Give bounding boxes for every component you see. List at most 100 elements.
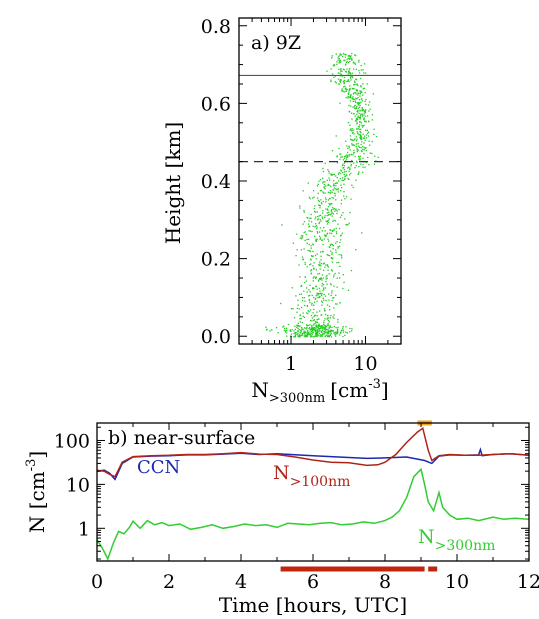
scatter-point (324, 330, 326, 333)
scatter-point (336, 241, 338, 243)
scatter-point (300, 329, 302, 332)
scatter-point (342, 171, 344, 174)
scatter-point (331, 261, 333, 263)
scatter-point (305, 287, 308, 289)
scatter-point (323, 238, 325, 240)
scatter-point (358, 99, 361, 101)
scatter-point (324, 318, 326, 320)
scatter-point (319, 214, 322, 216)
scatter-point (348, 71, 350, 73)
scatter-point (361, 107, 363, 109)
scatter-point (324, 192, 326, 194)
scatter-point (363, 109, 365, 112)
scatter-point (345, 54, 347, 56)
scatter-point (322, 325, 324, 327)
scatter-point (326, 332, 329, 334)
scatter-point (323, 293, 325, 295)
scatter-point (354, 54, 356, 56)
scatter-point (356, 90, 358, 92)
scatter-point (265, 326, 267, 328)
scatter-point (309, 327, 311, 329)
scatter-point (354, 167, 356, 169)
scatter-point (332, 65, 335, 67)
scatter-point (313, 315, 315, 318)
scatter-point (365, 147, 367, 149)
scatter-point (346, 223, 348, 226)
scatter-point (311, 333, 313, 336)
scatter-point (325, 185, 327, 187)
scatter-point (345, 96, 347, 99)
scatter-point (357, 173, 359, 175)
scatter-point (333, 76, 335, 78)
scatter-point (342, 335, 344, 338)
scatter-point (342, 55, 344, 58)
y-tick-label: 0.4 (201, 171, 231, 193)
x-tick-label: 0 (91, 571, 103, 593)
scatter-point (313, 276, 315, 278)
n100-symbol: N (273, 462, 290, 484)
scatter-point (331, 57, 333, 59)
scatter-point (310, 332, 312, 334)
scatter-point (352, 139, 354, 141)
scatter-point (329, 326, 331, 329)
scatter-point (349, 60, 351, 63)
scatter-point (356, 151, 358, 153)
scatter-point (317, 330, 319, 333)
scatter-point (368, 121, 370, 123)
scatter-point (315, 240, 318, 242)
scatter-point (301, 328, 303, 330)
n300-subscript: >300nm (435, 538, 496, 554)
scatter-point (358, 92, 360, 94)
scatter-point (347, 55, 350, 57)
scatter-point (330, 329, 332, 331)
scatter-point (339, 153, 341, 155)
scatter-point (347, 151, 349, 154)
scatter-point (359, 136, 361, 139)
scatter-point (344, 53, 346, 56)
scatter-point (335, 208, 337, 210)
scatter-point (322, 290, 324, 292)
scatter-point (350, 165, 352, 167)
scatter-point (363, 63, 366, 65)
scatter-point (309, 324, 311, 326)
scatter-point (372, 93, 374, 95)
scatter-point (331, 211, 333, 213)
scatter-point (301, 236, 303, 238)
scatter-point (324, 335, 326, 337)
scatter-point (364, 111, 366, 113)
scatter-point (360, 85, 362, 87)
scatter-point (310, 259, 312, 261)
scatter-point (312, 312, 314, 314)
scatter-point (311, 326, 313, 328)
scatter-point (335, 185, 337, 187)
scatter-point (322, 182, 324, 184)
scatter-point (297, 304, 299, 306)
scatter-point (312, 190, 315, 192)
scatter-point (318, 222, 320, 225)
scatter-point (286, 335, 288, 337)
scatter-point (327, 219, 329, 222)
scatter-point (348, 89, 350, 91)
scatter-point (365, 103, 367, 105)
scatter-point (357, 94, 359, 96)
scatter-point (352, 100, 354, 103)
scatter-point (357, 172, 360, 175)
scatter-point (303, 327, 306, 329)
scatter-point (299, 205, 301, 207)
scatter-point (340, 331, 342, 333)
scatter-point (310, 272, 312, 274)
scatter-point (312, 324, 315, 326)
scatter-point (359, 135, 362, 137)
scatter-point (340, 172, 342, 175)
scatter-point (330, 80, 332, 83)
scatter-point (315, 320, 317, 323)
scatter-point (330, 250, 332, 252)
scatter-point (335, 249, 337, 251)
scatter-point (349, 149, 351, 151)
scatter-point (308, 327, 310, 330)
scatter-point (365, 134, 368, 136)
scatter-point (299, 293, 301, 296)
xlabel-unit: [cm (330, 378, 368, 402)
scatter-point (358, 59, 360, 62)
scatter-point (337, 189, 339, 191)
